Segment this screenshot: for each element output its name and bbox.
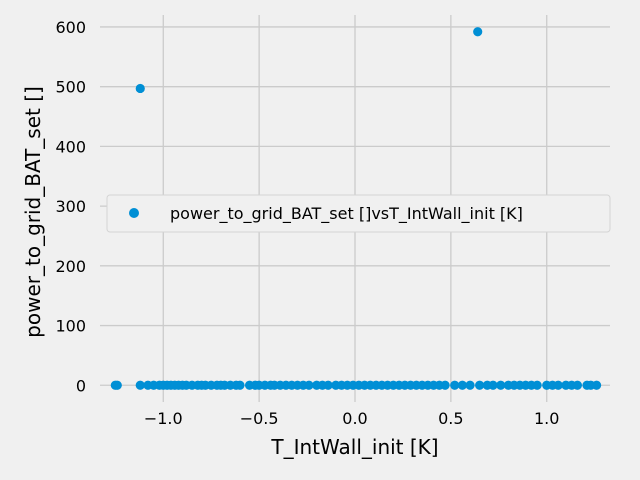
- x-tick-label: 1.0: [534, 409, 559, 428]
- legend-marker: [129, 208, 139, 218]
- data-points: [110, 27, 602, 390]
- y-tick-label: 300: [55, 197, 86, 216]
- data-point: [488, 380, 498, 390]
- x-axis-ticks: −1.0 −0.5 0.0 0.5 1.0: [144, 409, 560, 428]
- y-tick-label: 100: [55, 317, 86, 336]
- x-tick-label: −0.5: [240, 409, 279, 428]
- legend: power_to_grid_BAT_set []vsT_IntWall_init…: [106, 194, 611, 233]
- y-tick-label: 200: [55, 257, 86, 276]
- x-tick-label: 0.5: [438, 409, 463, 428]
- data-point: [112, 380, 122, 390]
- x-tick-label: −1.0: [144, 409, 183, 428]
- x-axis-label: T_IntWall_init [K]: [270, 435, 438, 459]
- data-point: [473, 27, 483, 37]
- y-tick-label: 600: [55, 18, 86, 37]
- data-point: [572, 380, 583, 390]
- legend-label: power_to_grid_BAT_set []vsT_IntWall_init…: [170, 204, 523, 224]
- y-tick-label: 400: [55, 137, 86, 156]
- data-point: [323, 380, 333, 390]
- data-point: [135, 83, 145, 94]
- data-point: [553, 380, 563, 390]
- data-point: [235, 380, 245, 390]
- x-tick-label: 0.0: [342, 409, 367, 428]
- y-axis-label: power_to_grid_BAT_set []: [21, 86, 45, 338]
- data-point: [450, 380, 460, 390]
- data-point: [532, 380, 542, 390]
- legend-box: [106, 194, 611, 233]
- data-point: [475, 380, 485, 390]
- data-point: [440, 380, 450, 390]
- y-tick-label: 0: [76, 376, 86, 395]
- y-tick-label: 500: [55, 78, 86, 97]
- y-axis-ticks: 0 100 200 300 400 500 600: [55, 18, 86, 395]
- data-point: [304, 380, 314, 390]
- data-point: [465, 380, 475, 390]
- data-point: [591, 380, 602, 390]
- data-point: [457, 380, 467, 390]
- data-point: [135, 380, 145, 390]
- data-point: [496, 380, 506, 390]
